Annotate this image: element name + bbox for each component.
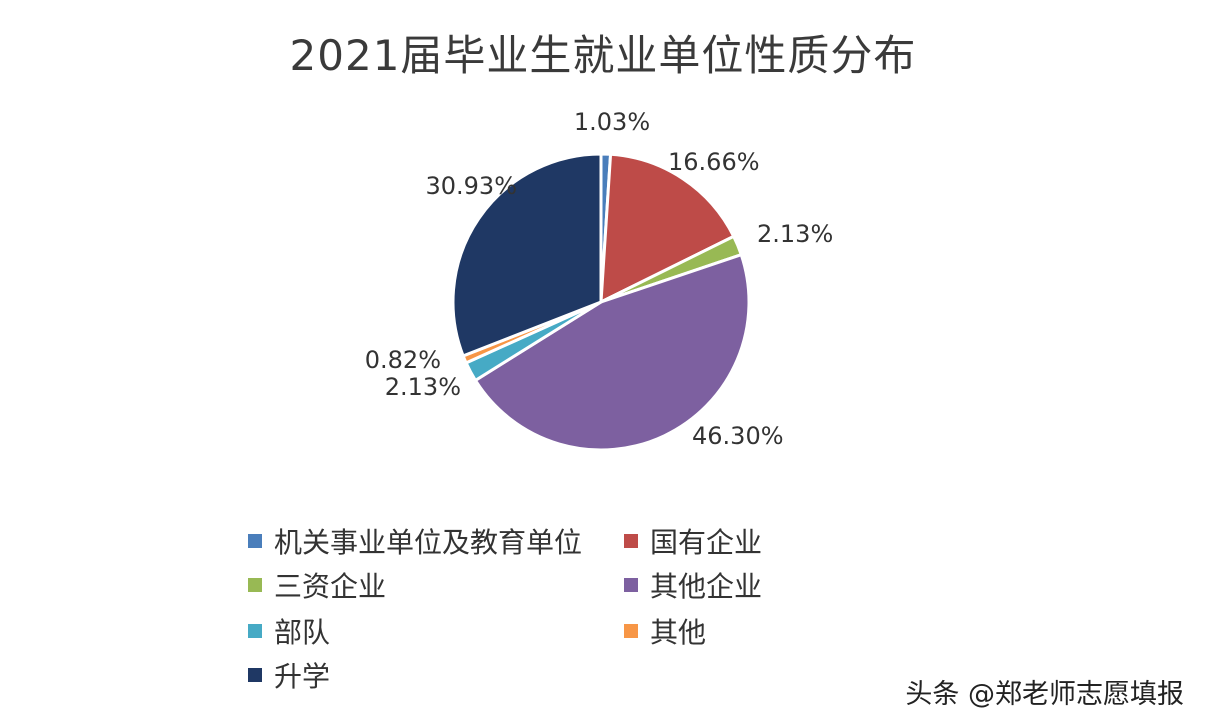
slice-data-label-2: 2.13% xyxy=(757,220,833,248)
legend-swatch xyxy=(624,578,638,592)
legend-label: 其他企业 xyxy=(650,570,763,603)
legend-label: 部队 xyxy=(274,616,331,649)
chart-title: 2021届毕业生就业单位性质分布 xyxy=(289,31,917,80)
legend-label: 三资企业 xyxy=(274,570,387,603)
legend-item-1: 国有企业 xyxy=(624,521,762,561)
legend-item-2: 三资企业 xyxy=(248,565,386,605)
slice-data-label-6: 30.93% xyxy=(425,172,517,200)
legend-swatch xyxy=(248,624,262,638)
legend-swatch xyxy=(624,624,638,638)
pie-slice-3 xyxy=(473,252,751,452)
legend-item-6: 升学 xyxy=(248,655,330,695)
slice-data-label-0: 1.03% xyxy=(574,108,650,136)
slice-data-label-3: 46.30% xyxy=(692,422,784,450)
legend-swatch xyxy=(248,668,262,682)
pie-slice-1 xyxy=(599,152,736,305)
watermark: 头条 @郑老师志愿填报 xyxy=(905,679,1184,710)
legend-label: 升学 xyxy=(274,660,331,693)
legend-label: 机关事业单位及教育单位 xyxy=(274,526,583,559)
slice-data-label-5: 0.82% xyxy=(365,346,441,374)
slice-data-label-4: 2.13% xyxy=(385,373,461,401)
legend-swatch xyxy=(624,534,638,548)
slice-data-label-1: 16.66% xyxy=(668,148,760,176)
legend-item-4: 部队 xyxy=(248,611,330,651)
legend-item-0: 机关事业单位及教育单位 xyxy=(248,521,582,561)
legend-item-5: 其他 xyxy=(624,611,706,651)
legend-label: 其他 xyxy=(650,616,707,649)
pie-slice-6 xyxy=(451,152,603,358)
legend-swatch xyxy=(248,578,262,592)
legend-item-3: 其他企业 xyxy=(624,565,762,605)
legend-label: 国有企业 xyxy=(650,526,763,559)
legend-swatch xyxy=(248,534,262,548)
